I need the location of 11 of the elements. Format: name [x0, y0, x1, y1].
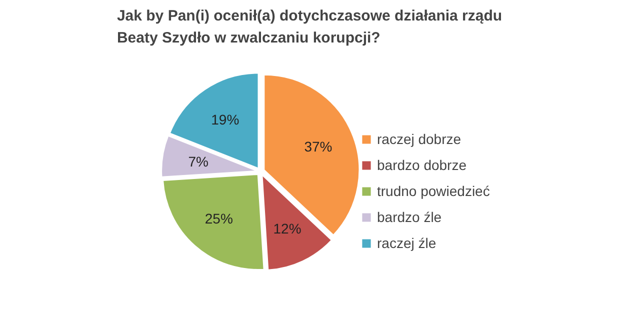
- data-label: 12%: [273, 220, 302, 236]
- legend-label: bardzo dobrze: [377, 157, 467, 173]
- chart-title: Jak by Pan(i) ocenił(a) dotychczasowe działania rządu Beaty Szydło w zwalczaniu korupcji?: [116, 7, 502, 46]
- data-label: 37%: [304, 138, 332, 155]
- data-label: 19%: [211, 111, 240, 128]
- legend-label: raczej źle: [377, 235, 436, 251]
- legend-label: trudno powiedzieć: [377, 183, 490, 199]
- legend-label: bardzo źle: [377, 209, 442, 225]
- legend-label: raczej dobrze: [377, 131, 462, 147]
- data-label: 25%: [204, 210, 233, 227]
- data-label: 7%: [188, 154, 208, 170]
